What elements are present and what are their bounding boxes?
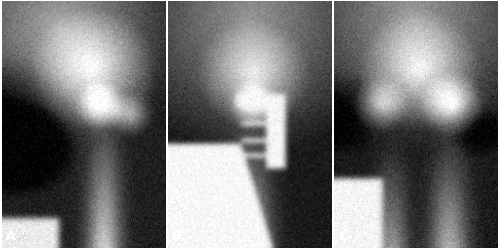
Text: A: A	[6, 230, 16, 243]
Text: C: C	[338, 230, 347, 243]
Text: B: B	[172, 230, 182, 243]
